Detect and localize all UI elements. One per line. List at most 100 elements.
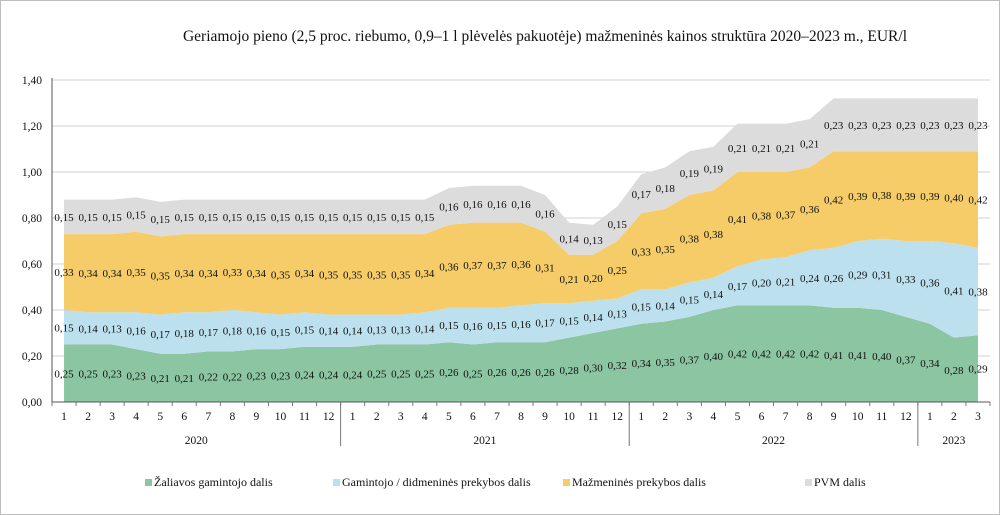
data-label: 0,21	[752, 143, 771, 155]
data-label: 0,19	[704, 164, 724, 176]
data-label: 0,20	[752, 277, 772, 289]
data-label: 0,28	[559, 365, 579, 377]
data-label: 0,17	[151, 329, 171, 341]
data-label: 0,40	[704, 351, 724, 363]
month-label: 5	[157, 411, 163, 423]
data-label: 0,41	[848, 350, 867, 362]
data-label: 0,23	[127, 371, 147, 383]
data-label: 0,17	[535, 318, 555, 330]
data-label: 0,29	[968, 364, 988, 376]
data-label: 0,23	[824, 120, 844, 132]
data-label: 0,23	[872, 120, 892, 132]
data-label: 0,40	[944, 192, 964, 204]
y-tick-label: 0,60	[22, 259, 42, 271]
data-label: 0,41	[728, 214, 747, 226]
data-label: 0,39	[848, 191, 868, 203]
legend-swatch	[145, 479, 152, 486]
data-label: 0,25	[78, 368, 98, 380]
month-label: 6	[181, 411, 187, 423]
data-label: 0,16	[463, 321, 483, 333]
data-label: 0,24	[800, 273, 820, 285]
data-label: 0,15	[319, 212, 339, 224]
month-label: 1	[350, 411, 356, 423]
data-label: 0,14	[704, 289, 724, 301]
data-label: 0,23	[920, 120, 940, 132]
data-label: 0,14	[559, 234, 579, 246]
data-label: 0,23	[271, 371, 291, 383]
data-label: 0,36	[439, 261, 459, 273]
data-label: 0,16	[463, 199, 483, 211]
data-label: 0,26	[824, 273, 844, 285]
data-label: 0,23	[944, 120, 964, 132]
data-label: 0,24	[295, 369, 315, 381]
legend-label: Gamintojo / didmeninės prekybos dalis	[342, 475, 531, 489]
data-label: 0,15	[295, 325, 315, 337]
data-label: 0,39	[896, 191, 916, 203]
data-label: 0,15	[343, 212, 363, 224]
data-label: 0,35	[271, 269, 291, 281]
month-label: 1	[927, 411, 933, 423]
data-label: 0,16	[535, 208, 555, 220]
area-series-2	[64, 238, 978, 354]
month-label: 7	[783, 411, 789, 423]
year-label: 2020	[185, 435, 208, 447]
data-label: 0,35	[367, 269, 387, 281]
month-label: 11	[876, 411, 887, 423]
data-label: 0,25	[391, 368, 411, 380]
month-label: 7	[205, 411, 211, 423]
data-label: 0,37	[776, 210, 796, 222]
data-label: 0,14	[319, 326, 339, 338]
data-label: 0,23	[247, 371, 267, 383]
data-label: 0,13	[608, 308, 628, 320]
data-label: 0,15	[271, 212, 291, 224]
y-tick-label: 1,00	[22, 167, 42, 179]
year-label: 2021	[473, 435, 496, 447]
data-label: 0,37	[896, 354, 916, 366]
data-label: 0,14	[415, 323, 435, 335]
data-label: 0,34	[103, 268, 123, 280]
chart-title: Geriamojo pieno (2,5 proc. riebumo, 0,9–…	[183, 28, 907, 45]
month-label: 9	[254, 411, 260, 423]
data-label: 0,39	[920, 191, 940, 203]
y-tick-label: 1,40	[22, 75, 42, 87]
data-label: 0,34	[632, 358, 652, 370]
data-label: 0,23	[896, 120, 916, 132]
data-label: 0,42	[800, 349, 819, 361]
data-label: 0,22	[199, 372, 218, 384]
month-label: 1	[638, 411, 644, 423]
data-label: 0,28	[944, 365, 964, 377]
data-label: 0,36	[800, 204, 820, 216]
data-label: 0,42	[776, 349, 795, 361]
data-label: 0,17	[199, 327, 219, 339]
data-label: 0,21	[776, 276, 795, 288]
data-label: 0,33	[632, 246, 652, 258]
data-label: 0,13	[391, 325, 411, 337]
data-label: 0,15	[175, 212, 195, 224]
month-label: 2	[951, 411, 957, 423]
data-label: 0,24	[343, 369, 363, 381]
data-label: 0,26	[511, 367, 531, 379]
month-label: 4	[133, 411, 139, 423]
data-label: 0,25	[367, 368, 387, 380]
data-label: 0,15	[271, 327, 291, 339]
data-label: 0,21	[800, 138, 819, 150]
month-label: 8	[230, 411, 236, 423]
data-label: 0,32	[608, 360, 627, 372]
month-label: 12	[323, 411, 335, 423]
data-label: 0,33	[54, 267, 74, 279]
data-label: 0,26	[439, 367, 459, 379]
month-label: 10	[275, 411, 287, 423]
legend-label: Mažmeninės prekybos dalis	[572, 475, 706, 489]
data-label: 0,17	[632, 189, 652, 201]
month-label: 3	[975, 411, 981, 423]
data-label: 0,21	[151, 373, 170, 385]
data-label: 0,15	[487, 320, 507, 332]
month-label: 8	[807, 411, 813, 423]
data-label: 0,38	[872, 190, 892, 202]
area-series	[64, 98, 978, 402]
month-label: 4	[711, 411, 717, 423]
data-label: 0,34	[415, 268, 435, 280]
data-label: 0,34	[199, 268, 219, 280]
data-label: 0,14	[584, 312, 604, 324]
data-label: 0,34	[78, 268, 98, 280]
